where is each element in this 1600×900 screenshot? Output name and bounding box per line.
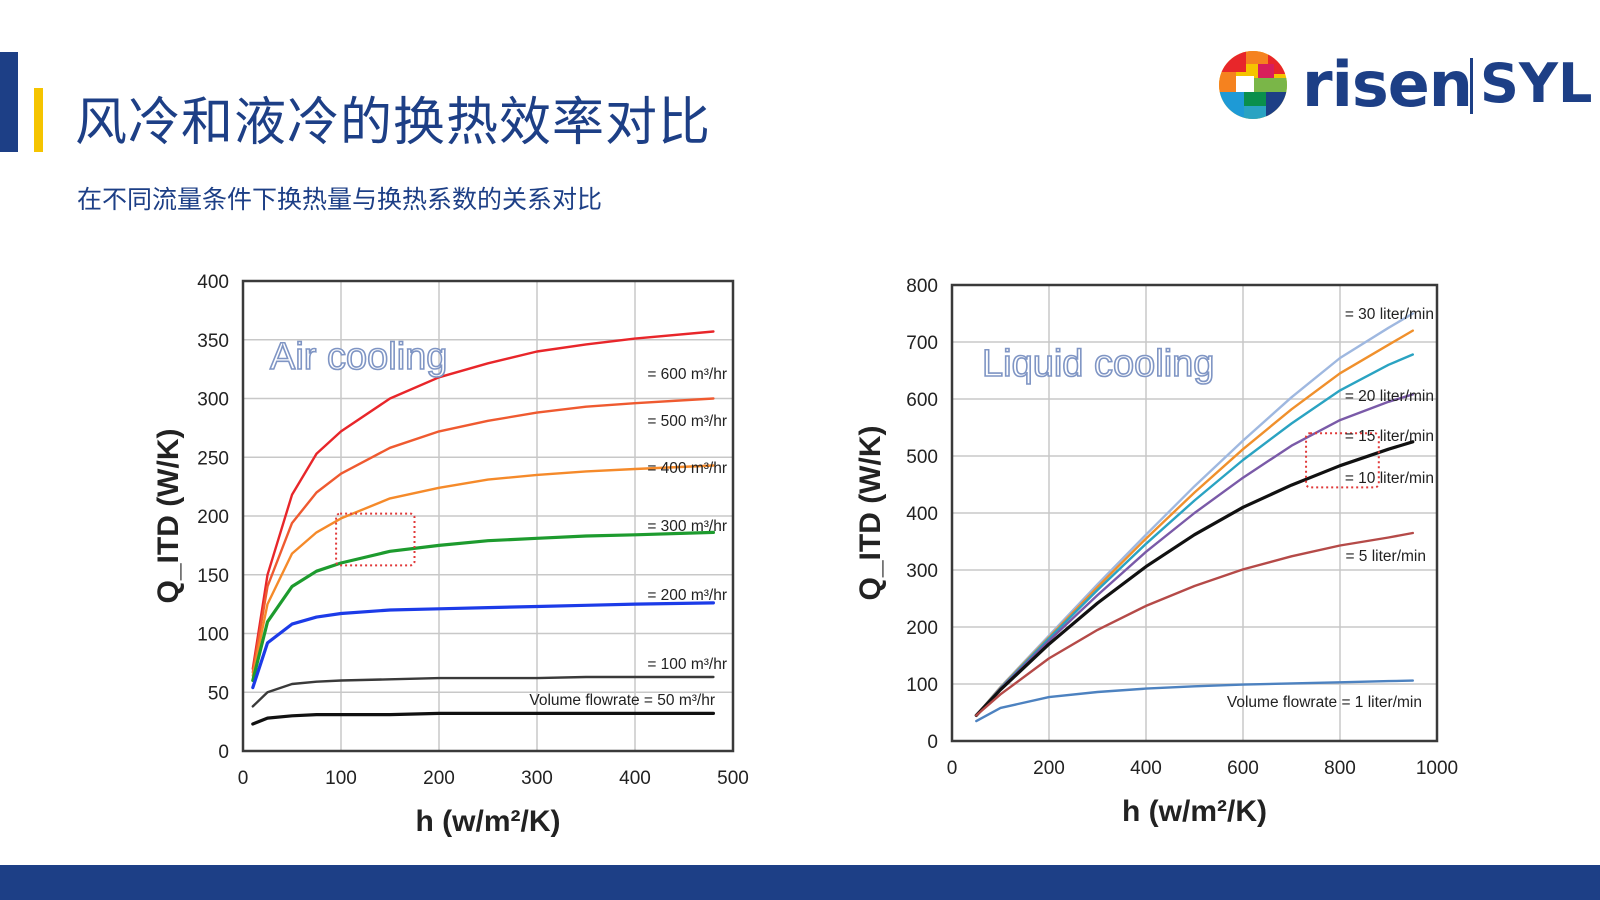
y-tick-label: 500: [906, 447, 938, 468]
footer-bar: [0, 865, 1600, 900]
x-tick-label: 600: [1227, 758, 1259, 779]
series-label-1: = 500 m³/hr: [647, 413, 727, 430]
series-label-6: Volume flowrate = 50 m³/hr: [529, 692, 715, 709]
series-label-0: = 30 liter/min: [1345, 306, 1434, 323]
series-line-1: [251, 397, 715, 674]
air-cooling-chart-svg: 0 100 200 300 400 500 0 50 100 150 200 250 300 350 400…: [152, 272, 749, 838]
y-tick-label: 350: [197, 331, 229, 352]
y-tick-label: 100: [197, 625, 229, 646]
x-tick-label: 0: [238, 768, 249, 789]
chart-annotation: Air cooling: [270, 336, 447, 378]
y-axis-label: Q_ITD (W/K): [854, 426, 887, 601]
liquid-cooling-chart-svg: 0 200 400 600 800 1000 0 100 200 300 400 500 600 700 8…: [854, 276, 1458, 828]
y-tick-label: 50: [208, 683, 229, 704]
series-label-3: = 15 liter/min: [1345, 428, 1434, 445]
y-tick-label: 700: [906, 333, 938, 354]
series-line-5: [975, 531, 1414, 717]
series-line-3: [975, 393, 1414, 717]
series-label-6: Volume flowrate = 1 liter/min: [1227, 694, 1422, 711]
series-line-6: [975, 679, 1414, 723]
y-tick-label: 0: [218, 742, 229, 763]
air-cooling-chart: 0 100 200 300 400 500 0 50 100 150 200 250 300 350 400…: [130, 255, 770, 855]
series-line-3: [251, 530, 715, 683]
x-tick-label: 400: [619, 768, 651, 789]
y-tick-label: 0: [927, 732, 938, 753]
plot-frame: [241, 279, 735, 753]
series-label-5: = 5 liter/min: [1345, 548, 1426, 565]
page-title: 风冷和液冷的换热效率对比: [75, 93, 712, 153]
y-tick-label: 300: [906, 561, 938, 582]
logo-text-syl: SYL: [1480, 52, 1593, 115]
x-axis-label: h (w/m²/K): [1122, 795, 1267, 828]
page-subtitle: 在不同流量条件下换热量与换热系数的关系对比: [77, 185, 603, 214]
y-tick-label: 200: [197, 507, 229, 528]
series-label-0: = 600 m³/hr: [647, 366, 727, 383]
y-tick-label: 400: [197, 272, 229, 293]
liquid-cooling-chart: 0 200 400 600 800 1000 0 100 200 300 400 500 600 700 8…: [830, 255, 1470, 855]
y-tick-label: 300: [197, 390, 229, 411]
y-tick-label: 800: [906, 276, 938, 297]
brand-logo: risen SYL: [1218, 46, 1592, 121]
y-tick-label: 250: [197, 448, 229, 469]
y-tick-label: 200: [906, 618, 938, 639]
x-tick-label: 500: [717, 768, 749, 789]
series-line-2: [975, 353, 1414, 717]
series-label-2: = 20 liter/min: [1345, 388, 1434, 405]
highlight-box: [335, 512, 416, 567]
logo-separator: [1470, 58, 1473, 114]
series-label-2: = 400 m³/hr: [647, 460, 727, 477]
x-tick-label: 200: [1033, 758, 1065, 779]
title-accent-bar-blue: [0, 52, 18, 152]
x-tick-label: 400: [1130, 758, 1162, 779]
x-tick-label: 100: [325, 768, 357, 789]
series-label-4: = 200 m³/hr: [647, 587, 727, 604]
plot-frame: [950, 283, 1439, 743]
highlight-box: [1305, 432, 1380, 489]
series-line-5: [251, 675, 715, 708]
series-line-6: [251, 711, 715, 726]
risen-logo-mark-icon: [1219, 51, 1287, 119]
y-tick-label: 100: [906, 675, 938, 696]
series-line-4: [251, 601, 715, 690]
y-tick-label: 400: [906, 504, 938, 525]
x-tick-label: 1000: [1416, 758, 1458, 779]
logo-text-risen: risen: [1302, 48, 1473, 121]
series-label-4: = 10 liter/min: [1345, 470, 1434, 487]
x-tick-label: 800: [1324, 758, 1356, 779]
series-label-3: = 300 m³/hr: [647, 518, 727, 535]
chart-annotation: Liquid cooling: [982, 343, 1214, 385]
title-accent-bar-yellow: [34, 88, 43, 152]
y-tick-label: 150: [197, 566, 229, 587]
y-axis-label: Q_ITD (W/K): [152, 429, 185, 604]
y-tick-label: 600: [906, 390, 938, 411]
x-tick-label: 0: [947, 758, 958, 779]
x-tick-label: 200: [423, 768, 455, 789]
series-line-2: [251, 464, 715, 677]
series-line-0: [251, 330, 715, 670]
x-axis-label: h (w/m²/K): [416, 805, 561, 838]
x-tick-label: 300: [521, 768, 553, 789]
series-line-4: [974, 440, 1415, 717]
series-label-5: = 100 m³/hr: [647, 656, 727, 673]
